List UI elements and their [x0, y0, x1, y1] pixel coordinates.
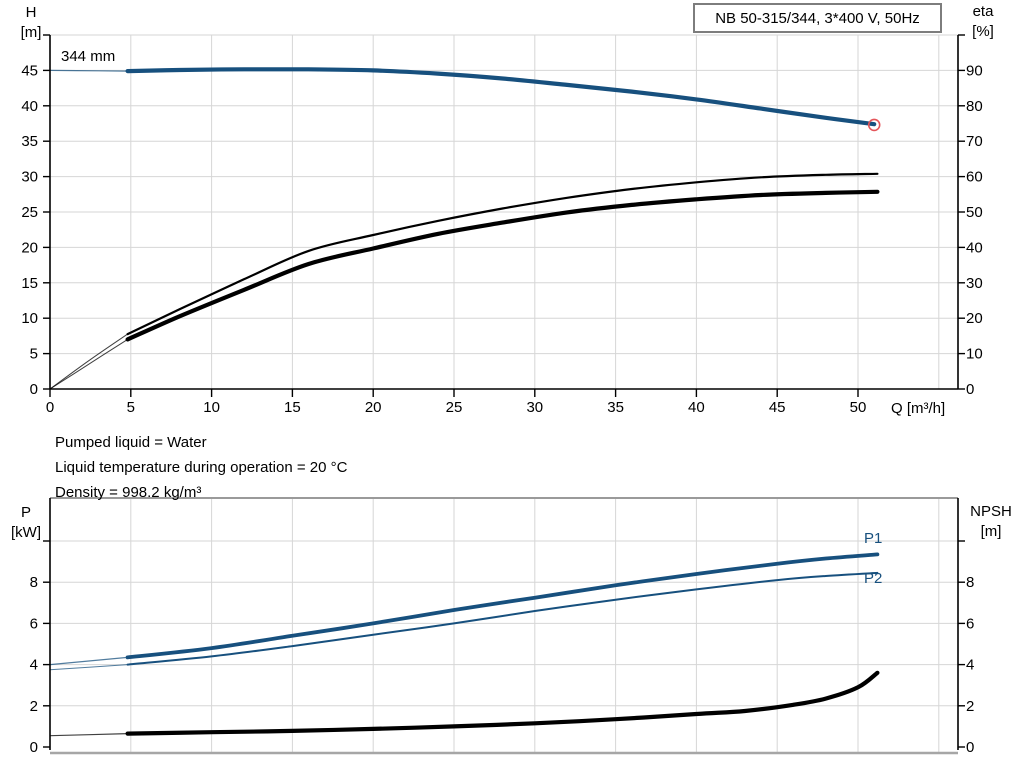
q-tick-label: 45: [769, 399, 786, 416]
q-axis-label: Q [m³/h]: [891, 400, 946, 417]
head-curve-lead-in: [49, 69, 128, 72]
eta-tick-label: 30: [966, 275, 983, 292]
eta-tick-label: 90: [966, 62, 983, 79]
p1-power-curve-lead-in: [49, 656, 128, 666]
h-tick-label: 15: [21, 275, 38, 292]
h-tick-label: 40: [21, 98, 38, 115]
h-tick-label: 5: [30, 346, 38, 363]
npsh-tick-label: 8: [966, 574, 974, 591]
efficiency-pump-motor-curve: [125, 189, 880, 342]
efficiency-pump-curve-lead-in: [49, 333, 128, 390]
p-tick-label: 8: [30, 574, 38, 591]
npsh-curve-lead-in: [49, 733, 128, 737]
pump-title-text: NB 50-315/344, 3*400 V, 50Hz: [715, 9, 920, 27]
q-tick-label: 25: [446, 399, 463, 416]
eta-tick-label: 0: [966, 381, 974, 398]
npsh-axis-title-unit: [m]: [980, 523, 1002, 540]
h-tick-label: 35: [21, 133, 38, 150]
eta-axis-title-unit: [%]: [972, 23, 994, 40]
info-line-density: Density = 998.2 kg/m³: [55, 484, 202, 501]
npsh-tick-label: 2: [966, 698, 974, 715]
h-axis-title: H [m]: [8, 3, 54, 43]
efficiency-pump-motor-curve-lead-in: [49, 338, 128, 390]
h-tick-label: 25: [21, 204, 38, 221]
p-axis-title-symbol: P: [20, 504, 31, 521]
npsh-tick-label: 4: [966, 657, 974, 674]
h-axis-title-unit: [m]: [20, 24, 42, 41]
liquid-info-block: Pumped liquid = Water Liquid temperature…: [55, 430, 347, 505]
eta-tick-label: 10: [966, 346, 983, 363]
q-tick-label: 20: [365, 399, 382, 416]
pump-title-box: NB 50-315/344, 3*400 V, 50Hz: [693, 3, 942, 33]
npsh-curve: [125, 670, 880, 736]
eta-tick-label: 60: [966, 169, 983, 186]
q-tick-label: 30: [526, 399, 543, 416]
eta-tick-label: 40: [966, 239, 983, 256]
h-tick-label: 10: [21, 310, 38, 327]
p2-curve-label: P2: [864, 570, 883, 587]
q-tick-label: 0: [46, 399, 54, 416]
p2-power-curve-lead-in: [49, 664, 128, 671]
h-tick-label: 30: [21, 169, 38, 186]
h-tick-label: 45: [21, 62, 38, 79]
npsh-tick-label: 0: [966, 739, 974, 756]
head-curve: [125, 67, 877, 127]
p-axis-title: P [kW]: [3, 503, 49, 543]
eta-axis-title-symbol: eta: [972, 3, 994, 20]
q-tick-label: 5: [127, 399, 135, 416]
q-tick-label: 15: [284, 399, 301, 416]
eta-tick-label: 50: [966, 204, 983, 221]
p1-curve-label: P1: [864, 530, 883, 547]
p-axis-title-unit: [kW]: [11, 524, 41, 541]
q-tick-label: 40: [688, 399, 705, 416]
eta-tick-label: 70: [966, 133, 983, 150]
p-tick-label: 4: [30, 657, 38, 674]
eta-axis-title: eta [%]: [960, 2, 1006, 42]
p-tick-label: 0: [30, 739, 38, 756]
p1-power-curve: [125, 552, 880, 660]
p-tick-label: 6: [30, 615, 38, 632]
h-tick-label: 20: [21, 239, 38, 256]
efficiency-pump-curve: [126, 172, 879, 336]
info-line-temperature: Liquid temperature during operation = 20…: [55, 459, 348, 476]
eta-tick-label: 20: [966, 310, 983, 327]
q-tick-label: 35: [607, 399, 624, 416]
npsh-axis-title-symbol: NPSH: [970, 503, 1012, 520]
q-tick-label: 50: [850, 399, 867, 416]
q-tick-label: 10: [203, 399, 220, 416]
npsh-axis-title: NPSH [m]: [962, 502, 1020, 542]
info-line-pumped-liquid: Pumped liquid = Water: [55, 434, 207, 451]
p-tick-label: 2: [30, 698, 38, 715]
duty-point-marker: [867, 118, 881, 132]
impeller-diameter-label: 344 mm: [61, 48, 116, 65]
eta-tick-label: 80: [966, 98, 983, 115]
h-tick-label: 0: [30, 381, 38, 398]
p2-power-curve: [126, 571, 879, 666]
h-axis-title-symbol: H: [25, 4, 37, 21]
npsh-tick-label: 6: [966, 615, 974, 632]
